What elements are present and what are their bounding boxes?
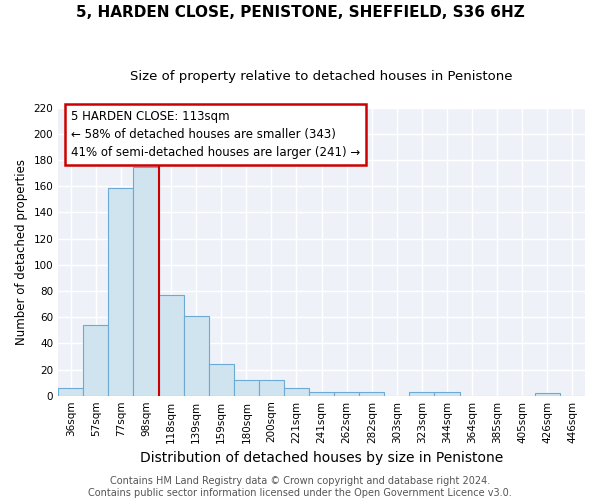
Bar xyxy=(133,166,158,396)
Bar xyxy=(359,392,385,396)
Text: Contains HM Land Registry data © Crown copyright and database right 2024.
Contai: Contains HM Land Registry data © Crown c… xyxy=(88,476,512,498)
Bar xyxy=(184,316,209,396)
Bar xyxy=(109,188,133,396)
Text: 5, HARDEN CLOSE, PENISTONE, SHEFFIELD, S36 6HZ: 5, HARDEN CLOSE, PENISTONE, SHEFFIELD, S… xyxy=(76,5,524,20)
X-axis label: Distribution of detached houses by size in Penistone: Distribution of detached houses by size … xyxy=(140,451,503,465)
Bar xyxy=(234,380,259,396)
Bar xyxy=(434,392,460,396)
Bar xyxy=(58,388,83,396)
Bar xyxy=(83,325,109,396)
Text: 5 HARDEN CLOSE: 113sqm
← 58% of detached houses are smaller (343)
41% of semi-de: 5 HARDEN CLOSE: 113sqm ← 58% of detached… xyxy=(71,110,360,160)
Bar xyxy=(209,364,234,396)
Bar xyxy=(309,392,334,396)
Title: Size of property relative to detached houses in Penistone: Size of property relative to detached ho… xyxy=(130,70,513,83)
Bar xyxy=(535,393,560,396)
Bar xyxy=(409,392,434,396)
Bar xyxy=(259,380,284,396)
Y-axis label: Number of detached properties: Number of detached properties xyxy=(15,158,28,344)
Bar xyxy=(284,388,309,396)
Bar xyxy=(334,392,359,396)
Bar xyxy=(158,295,184,396)
